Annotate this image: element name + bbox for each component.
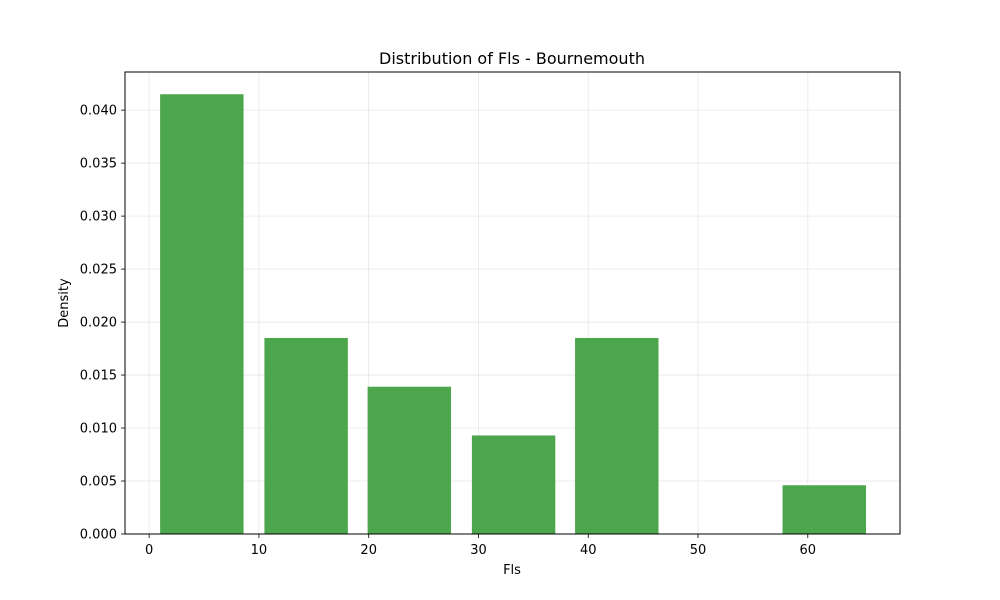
y-tick-label: 0.000 — [80, 528, 117, 543]
plot-area-frame — [124, 71, 901, 535]
histogram-bar — [575, 337, 659, 534]
y-tick-label: 0.035 — [80, 157, 117, 172]
y-tick-label: 0.025 — [80, 263, 117, 278]
x-axis-label: Fls — [503, 563, 521, 578]
histogram-bar — [264, 337, 348, 534]
histogram-bar — [367, 386, 452, 534]
x-tick-label: 50 — [690, 543, 707, 558]
histogram-bar — [782, 485, 866, 534]
x-tick-label: 0 — [145, 543, 153, 558]
y-tick-label: 0.020 — [80, 316, 117, 331]
x-tick-label: 40 — [580, 543, 597, 558]
histogram-bar — [471, 435, 556, 534]
y-tick-label: 0.010 — [80, 422, 117, 437]
y-tick-label: 0.015 — [80, 369, 117, 384]
y-tick-label: 0.030 — [80, 210, 117, 225]
x-tick-label: 60 — [800, 543, 817, 558]
x-tick-label: 20 — [360, 543, 377, 558]
y-tick-label: 0.005 — [80, 475, 117, 490]
y-tick-label: 0.040 — [80, 104, 117, 119]
x-tick-label: 10 — [251, 543, 268, 558]
grid-layer — [125, 72, 900, 535]
y-axis-label: Density — [57, 278, 72, 328]
histogram-bar — [160, 94, 244, 535]
ticks-layer: 0 10 20 30 40 50 60 0.000 0.005 0.010 0.015 0.020 0.… — [80, 104, 816, 558]
chart-title: Distribution of Fls - Bournemouth — [379, 49, 645, 68]
bars-layer — [160, 94, 866, 535]
x-tick-label: 30 — [470, 543, 487, 558]
